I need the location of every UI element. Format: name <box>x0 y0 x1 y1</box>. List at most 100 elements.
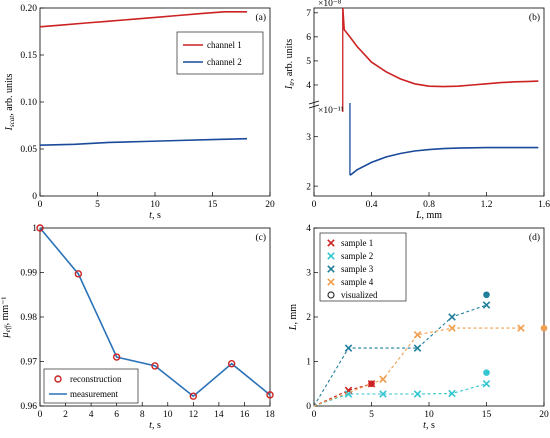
legend-marker-sample-3 <box>327 265 335 273</box>
legend-label-sample-2: sample 2 <box>341 251 373 261</box>
panel-a-label: (a) <box>255 12 266 23</box>
panel-b-upper-ytick-label-1: 5 <box>306 57 311 67</box>
legend-label-sample-4: sample 4 <box>341 277 374 287</box>
panel-d-xtick-label-2: 10 <box>424 410 434 420</box>
panel-a-ytick-label-0: 0 <box>32 192 37 202</box>
panel-a-ytick-label-2: 0.10 <box>20 98 37 108</box>
panel-b-xtick-label-1: 0.4 <box>366 200 378 210</box>
panel-a-legend-box <box>176 31 264 75</box>
panel-b-upper-multiplier: ×10⁻⁸ <box>318 0 341 9</box>
panel-d-series-4-point-1 <box>379 375 387 384</box>
panel-b-upper-ytick-label-3: 7 <box>306 9 311 19</box>
panel-c-measurement-line <box>39 227 271 398</box>
panel-a-ytick-label-3: 0.15 <box>20 51 37 61</box>
panel-a-xlabel: t, s <box>149 210 161 221</box>
panel-c-reconstruction-point-2 <box>112 353 121 361</box>
panel-a-ylabel: Iscat, arb. units <box>4 73 16 131</box>
panel-a-ytick-label-4: 0.20 <box>20 4 37 14</box>
panel-c-xtick-label-3: 6 <box>114 410 119 420</box>
panel-d-series-2-line <box>313 383 487 407</box>
panel-c-ytick-label-4: 1 <box>32 224 37 234</box>
panel-c-xtick-label-2: 4 <box>89 410 94 420</box>
panel-c-reconstruction-point-3 <box>151 362 159 370</box>
legend-label-sample-3: sample 3 <box>341 264 374 274</box>
legend-label-channel-2: channel 2 <box>207 57 242 67</box>
panel-a-xtick-label-4: 20 <box>265 200 275 210</box>
panel-b-xlabel: L, mm <box>415 210 442 221</box>
panel-c-reconstruction-point-4 <box>189 392 198 400</box>
panel-c-reconstruction-point-0 <box>36 224 44 232</box>
panel-d-series-1-line <box>313 383 372 407</box>
panel-c-xlabel: t, s <box>149 420 161 431</box>
panel-d-series-3-line <box>313 304 487 407</box>
panel-b-series-2-line <box>349 146 539 176</box>
panel-d-series-2-point-4 <box>448 389 456 398</box>
panel-c-ylabel: μeff, mm⁻¹ <box>0 297 12 339</box>
panel-b-lower-multiplier: ×10⁻¹¹ <box>318 106 344 116</box>
panel-b-ylabel: Itr, arb. units <box>284 39 296 90</box>
panel-d-xtick-label-1: 5 <box>369 410 374 420</box>
panel-c-xtick-label-7: 14 <box>214 410 224 420</box>
legend-marker-sample-1 <box>327 239 335 247</box>
legend-label-reconstruction: reconstruction <box>70 374 122 384</box>
axis-break-mark-top <box>308 100 320 105</box>
panel-d-label: (d) <box>529 232 540 243</box>
panel-b-xtick-label-4: 1.6 <box>538 200 550 210</box>
panel-b-xtick-label-3: 1.2 <box>481 200 493 210</box>
panel-d-series-4-point-2 <box>413 331 422 339</box>
panel-b-lower-ytick-label-1: 3 <box>306 133 311 143</box>
panel-d-visualized-point-3 <box>540 324 548 332</box>
panel-c-xtick-label-9: 18 <box>265 410 275 420</box>
panel-c-xtick-label-5: 10 <box>163 410 173 420</box>
panel-c-ytick-label-1: 0.97 <box>20 358 37 368</box>
panel-a-series-2-line <box>39 137 248 146</box>
panel-c-ytick-label-0: 0.96 <box>20 402 37 412</box>
panel-d-ytick-label-4: 4 <box>306 224 311 234</box>
panel-c-xtick-label-0: 0 <box>38 410 43 420</box>
panel-a: 0 5 10 15 20 0 0.05 0.10 0.15 0.20 (a) t, s Iscat… <box>4 4 275 221</box>
panel-a-legend: channel 1 channel 2 <box>176 31 264 75</box>
panel-d-series-4-point-3 <box>448 324 456 332</box>
legend-marker-visualized <box>327 291 335 299</box>
panel-d-series-2-point-5 <box>482 379 491 388</box>
panel-b-series-1-line <box>342 7 539 88</box>
legend-label-channel-1: channel 1 <box>207 40 242 50</box>
panel-d-series-3-point-3 <box>448 313 456 321</box>
panel-d-xtick-label-0: 0 <box>312 410 317 420</box>
panel-d-series-2-point-3 <box>413 390 422 398</box>
panel-d-ytick-label-3: 3 <box>306 269 311 279</box>
panel-d-series-4-point-4 <box>517 324 525 332</box>
panel-c-legend: reconstruction measurement <box>43 368 139 404</box>
panel-c-xtick-label-6: 12 <box>189 410 199 420</box>
panel-b-axis-break <box>308 100 320 109</box>
panel-a-xtick-label-1: 5 <box>95 200 100 210</box>
panel-c-xtick-label-4: 8 <box>140 410 145 420</box>
panel-d-legend-box <box>319 232 407 302</box>
panel-a-ytick-label-1: 0.05 <box>20 145 37 155</box>
panel-c-xtick-label-8: 16 <box>240 410 250 420</box>
panel-d-visualized-point-2 <box>483 291 490 299</box>
panel-d-visualized-point-0 <box>368 380 375 388</box>
axis-break-mark-bottom <box>308 104 320 109</box>
panel-b: 0 0.4 0.8 1.2 1.6 4 5 6 7 2 3 (b) ×10⁻⁸ ×10⁻¹¹ L, … <box>284 0 550 221</box>
panel-d-ytick-label-1: 1 <box>306 358 311 368</box>
legend-marker-sample-4 <box>327 278 335 286</box>
legend-label-visualized: visualized <box>341 290 378 300</box>
panel-c: 0 2 4 6 8 10 12 14 16 18 0.96 0.97 0.98 0.99 1 (c) t, … <box>0 224 275 431</box>
panel-b-label: (b) <box>529 12 540 23</box>
legend-label-measurement: measurement <box>70 389 118 399</box>
panel-d-visualized-point-1 <box>483 369 490 376</box>
panel-c-legend-box <box>43 368 139 404</box>
panel-d-xlabel: t, s <box>423 420 435 431</box>
panel-d-series-4-line <box>313 327 521 407</box>
legend-label-sample-1: sample 1 <box>341 238 373 248</box>
panel-d-ylabel: L, mm <box>288 304 299 331</box>
panel-d-legend: sample 1 sample 2 sample 3 sample 4 visualiz… <box>319 232 407 302</box>
panel-c-xtick-label-1: 2 <box>63 410 68 420</box>
panel-d-series-3-point-1 <box>344 344 353 352</box>
panel-b-upper-ytick-label-2: 6 <box>306 33 311 43</box>
panel-d-series-3-point-2 <box>413 344 422 352</box>
panel-c-ytick-label-3: 0.99 <box>20 269 37 279</box>
